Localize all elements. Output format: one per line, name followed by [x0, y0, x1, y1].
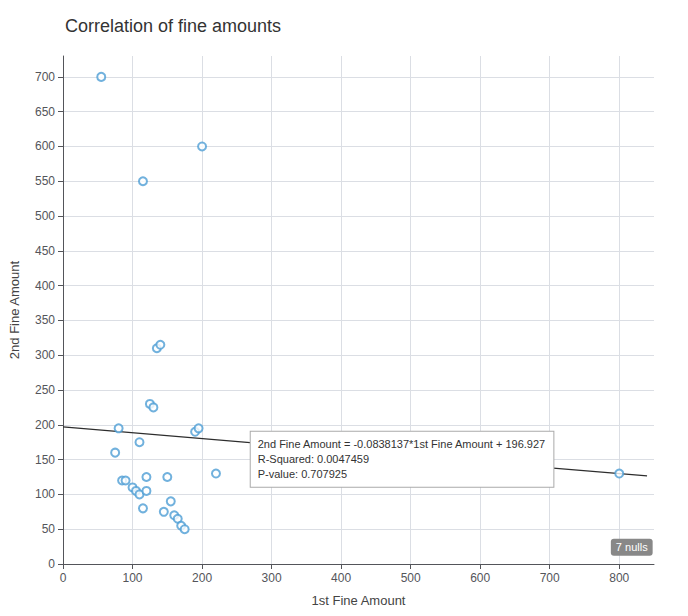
svg-text:650: 650 — [35, 105, 55, 119]
svg-text:350: 350 — [35, 313, 55, 327]
svg-text:500: 500 — [401, 571, 421, 585]
svg-text:Correlation of fine amounts: Correlation of fine amounts — [65, 16, 281, 36]
svg-text:0: 0 — [60, 571, 67, 585]
svg-text:200: 200 — [35, 418, 55, 432]
svg-text:50: 50 — [42, 522, 56, 536]
svg-text:1st Fine Amount: 1st Fine Amount — [312, 593, 406, 608]
svg-text:250: 250 — [35, 383, 55, 397]
svg-text:100: 100 — [35, 487, 55, 501]
svg-text:0: 0 — [48, 557, 55, 571]
svg-text:600: 600 — [35, 139, 55, 153]
svg-text:2nd Fine Amount: 2nd Fine Amount — [7, 260, 22, 359]
svg-text:700: 700 — [35, 70, 55, 84]
svg-text:100: 100 — [123, 571, 143, 585]
svg-text:7 nulls: 7 nulls — [616, 541, 648, 553]
svg-text:400: 400 — [35, 279, 55, 293]
svg-text:R-Squared: 0.0047459: R-Squared: 0.0047459 — [258, 453, 369, 465]
svg-text:150: 150 — [35, 453, 55, 467]
svg-text:400: 400 — [331, 571, 351, 585]
svg-text:450: 450 — [35, 244, 55, 258]
svg-text:2nd Fine Amount = -0.0838137*1: 2nd Fine Amount = -0.0838137*1st Fine Am… — [258, 438, 545, 450]
svg-text:500: 500 — [35, 209, 55, 223]
svg-text:600: 600 — [470, 571, 490, 585]
svg-text:700: 700 — [540, 571, 560, 585]
svg-text:P-value: 0.707925: P-value: 0.707925 — [258, 468, 347, 480]
svg-text:300: 300 — [35, 348, 55, 362]
svg-text:300: 300 — [262, 571, 282, 585]
svg-text:550: 550 — [35, 174, 55, 188]
svg-text:200: 200 — [192, 571, 212, 585]
svg-text:800: 800 — [609, 571, 629, 585]
